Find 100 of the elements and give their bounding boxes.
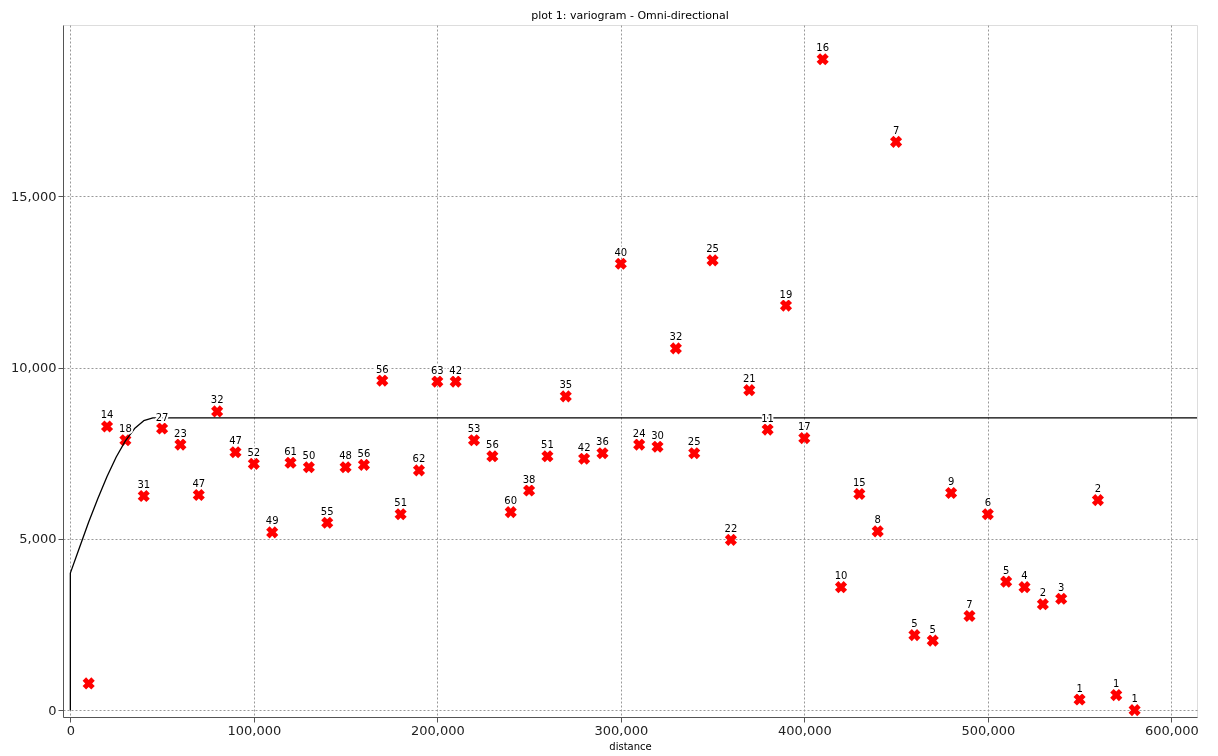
- annotation: 49: [265, 515, 279, 527]
- point: [688, 447, 701, 460]
- point: [614, 257, 627, 270]
- annotation: 53: [467, 423, 481, 435]
- annotation: 1: [1131, 693, 1138, 705]
- point: [669, 342, 682, 355]
- annotation: 25: [687, 436, 701, 448]
- annotation: 55: [320, 505, 334, 517]
- point: [724, 533, 737, 546]
- annotation: 16: [816, 42, 830, 54]
- annotation: 14: [100, 409, 114, 421]
- point: [779, 299, 793, 312]
- point: [376, 374, 389, 387]
- annotation: 36: [596, 436, 609, 448]
- annotation: 5: [911, 618, 918, 630]
- point: [1091, 494, 1104, 507]
- point: [100, 420, 114, 433]
- annotation: 2: [1039, 587, 1047, 599]
- annotation: 56: [486, 439, 499, 451]
- annotation: 56: [357, 447, 371, 459]
- point: [541, 450, 554, 463]
- point: [211, 405, 224, 418]
- point: [156, 422, 169, 435]
- point: [981, 508, 994, 521]
- annotation: 51: [394, 497, 407, 509]
- annotation: 52: [247, 446, 261, 458]
- point: [394, 508, 407, 521]
- point: [596, 447, 609, 460]
- annotation: 38: [522, 473, 536, 485]
- x-tick-label: 100,000: [227, 722, 282, 738]
- point: [486, 450, 499, 463]
- point: [1018, 581, 1031, 594]
- point: [761, 423, 774, 436]
- point: [816, 53, 829, 66]
- annotation: 35: [559, 379, 573, 391]
- chart-title: plot 1: variogram - Omni-directional: [531, 9, 729, 22]
- annotation: 50: [302, 450, 316, 462]
- annotation: 9: [947, 475, 955, 487]
- point: [192, 488, 205, 502]
- annotation: 8: [874, 514, 881, 526]
- annotation: 56: [375, 363, 389, 375]
- annotation: 62: [412, 453, 426, 465]
- annotation: 30: [651, 429, 664, 441]
- annotation: 18: [119, 423, 132, 435]
- point: [174, 438, 187, 451]
- annotation: 17: [797, 421, 811, 433]
- annotation: 1: [1076, 682, 1083, 694]
- x-tick-label: 200,000: [410, 722, 465, 738]
- annotation: 2: [1094, 483, 1102, 495]
- annotation: 24: [632, 427, 646, 439]
- point: [926, 634, 939, 647]
- point: [633, 438, 646, 451]
- point: [963, 609, 976, 622]
- point: [853, 487, 866, 501]
- point: [247, 457, 260, 470]
- annotation: 51: [541, 439, 554, 451]
- y-tick-label: 15,000: [11, 188, 57, 204]
- point: [321, 516, 334, 529]
- annotation: 19: [779, 288, 793, 300]
- x-axis-title: distance: [609, 740, 652, 752]
- point: [467, 434, 481, 447]
- point: [651, 440, 664, 453]
- x-tick-label: 600,000: [1144, 722, 1199, 738]
- point: [945, 486, 958, 500]
- point: [339, 461, 352, 474]
- annotation: 61: [284, 445, 297, 457]
- point: [890, 135, 903, 148]
- point: [798, 432, 811, 445]
- annotation: 15: [853, 476, 866, 488]
- annotation: 60: [504, 495, 518, 507]
- point: [1000, 575, 1013, 588]
- annotation: 47: [229, 435, 242, 447]
- x-tick-label: 300,000: [594, 722, 649, 738]
- annotation: 3: [1058, 581, 1065, 593]
- annotation: 23: [174, 427, 187, 439]
- annotation: 31: [137, 479, 151, 491]
- annotation: 47: [192, 478, 206, 490]
- annotation: 5: [929, 623, 936, 635]
- annotation: 1: [1113, 678, 1120, 690]
- annotation: 48: [339, 450, 352, 462]
- x-tick-label: 500,000: [961, 722, 1016, 738]
- point: [1128, 704, 1141, 717]
- x-tick-label: 400,000: [777, 722, 832, 738]
- annotation: 4: [1021, 570, 1028, 582]
- point: [82, 677, 95, 690]
- point: [871, 525, 884, 538]
- point: [431, 375, 444, 388]
- annotation: 40: [614, 246, 628, 258]
- point: [412, 464, 426, 477]
- point: [266, 526, 279, 539]
- point: [1073, 693, 1086, 706]
- point: [523, 484, 536, 497]
- annotation: 32: [669, 331, 683, 343]
- annotation: 7: [966, 598, 973, 610]
- annotation: 42: [577, 441, 591, 453]
- point: [559, 390, 572, 403]
- point: [743, 384, 756, 397]
- y-tick-label: 10,000: [11, 360, 57, 376]
- point: [504, 506, 517, 519]
- annotation: 32: [210, 394, 224, 406]
